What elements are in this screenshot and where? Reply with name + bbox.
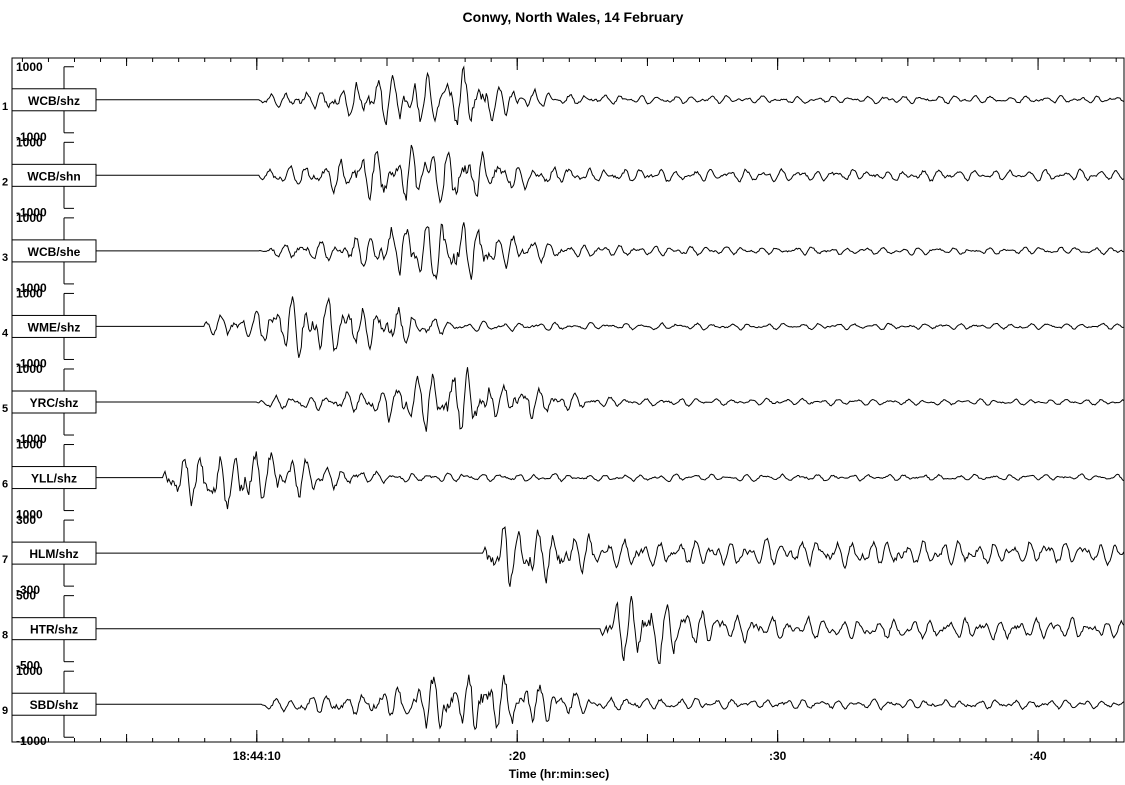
station-label: YLL/shz	[31, 472, 77, 486]
trace-6: 1000 1000 YLL/shz 6	[2, 438, 1125, 522]
trace-line-9	[20, 674, 1125, 731]
scale-top-label: 500	[16, 589, 36, 603]
station-box	[11, 541, 97, 565]
trace-3: 1000 -1000 WCB/she 3	[2, 211, 1124, 295]
x-tick-label: :20	[509, 749, 527, 763]
scale-bottom-label: -1000	[16, 130, 47, 144]
x-tick-label: :30	[769, 749, 787, 763]
station-label: HLM/shz	[29, 547, 78, 561]
trace-line-8	[20, 596, 1125, 664]
trace-8: 500 -500 HTR/shz 8	[2, 589, 1125, 673]
trace-index: 6	[2, 479, 8, 491]
scale-top-label: 1000	[16, 135, 43, 149]
trace-line-5	[20, 367, 1125, 432]
trace-5: 1000 -1000 YRC/shz 5	[2, 362, 1125, 446]
scale-bottom-label: -300	[16, 583, 40, 597]
bottom-axis: 18:44:10 :20 :30 :40	[21, 730, 1117, 763]
scale-bottom-label: -1000	[16, 356, 47, 370]
chart-title: Conwy, North Wales, 14 February	[463, 9, 684, 25]
station-label: WCB/shn	[27, 169, 80, 183]
scale-top-label: 1000	[16, 362, 43, 376]
trace-line-3	[20, 222, 1124, 281]
scale-bottom-label: -1000	[16, 432, 47, 446]
x-tick-label: 18:44:10	[233, 749, 281, 763]
station-box	[11, 692, 97, 716]
station-box	[11, 88, 97, 112]
station-label: HTR/shz	[30, 623, 78, 637]
trace-index: 3	[2, 252, 8, 264]
trace-index: 7	[2, 554, 8, 566]
top-axis-ticks	[21, 58, 1117, 70]
scale-top-label: 300	[16, 513, 36, 527]
trace-line-2	[20, 144, 1125, 204]
seismic-traces: 1000-1000WCB/shz11000-1000WCB/shn21000-1…	[2, 60, 1125, 748]
station-box	[11, 390, 97, 414]
trace-index: 8	[2, 630, 8, 642]
trace-line-4	[20, 296, 1124, 358]
station-label: WCB/shz	[28, 94, 80, 108]
scale-bottom-label: -1000	[16, 734, 47, 748]
trace-index: 2	[2, 176, 8, 188]
scale-top-label: 1000	[16, 60, 43, 74]
scale-bottom-label: -1000	[16, 205, 47, 219]
station-box	[11, 617, 97, 641]
trace-9: 1000 -1000 SBD/shz 9	[2, 664, 1125, 748]
trace-line-7	[20, 526, 1125, 587]
trace-index: 4	[2, 327, 9, 339]
trace-4: 1000 -1000 WME/shz 4	[2, 286, 1124, 370]
x-tick-label: :40	[1029, 749, 1047, 763]
plot-frame	[11, 57, 1125, 743]
trace-line-1	[20, 65, 1125, 126]
trace-1: 1000 -1000 WCB/shz 1	[2, 60, 1125, 144]
scale-top-label: 1000	[16, 211, 43, 225]
trace-index: 9	[2, 705, 8, 717]
scale-bottom-label: 1000	[16, 508, 43, 522]
station-label: WME/shz	[28, 320, 81, 334]
trace-line-6	[20, 451, 1125, 510]
trace-index: 1	[2, 101, 8, 113]
scale-top-label: 1000	[16, 438, 43, 452]
station-box	[11, 466, 97, 490]
station-label: YRC/shz	[30, 396, 79, 410]
trace-7: 300 -300 HLM/shz 7	[2, 513, 1125, 597]
trace-index: 5	[2, 403, 8, 415]
scale-bottom-label: -1000	[16, 281, 47, 295]
scale-top-label: 1000	[16, 664, 43, 678]
x-axis-title: Time (hr:min:sec)	[509, 767, 609, 781]
scale-bottom-label: -500	[16, 659, 40, 673]
scale-top-label: 1000	[16, 286, 43, 300]
trace-2: 1000 -1000 WCB/shn 2	[2, 135, 1125, 219]
station-label: SBD/shz	[30, 698, 79, 712]
station-box	[11, 163, 97, 187]
station-box	[11, 314, 97, 338]
station-box	[11, 239, 97, 263]
station-label: WCB/she	[28, 245, 81, 259]
